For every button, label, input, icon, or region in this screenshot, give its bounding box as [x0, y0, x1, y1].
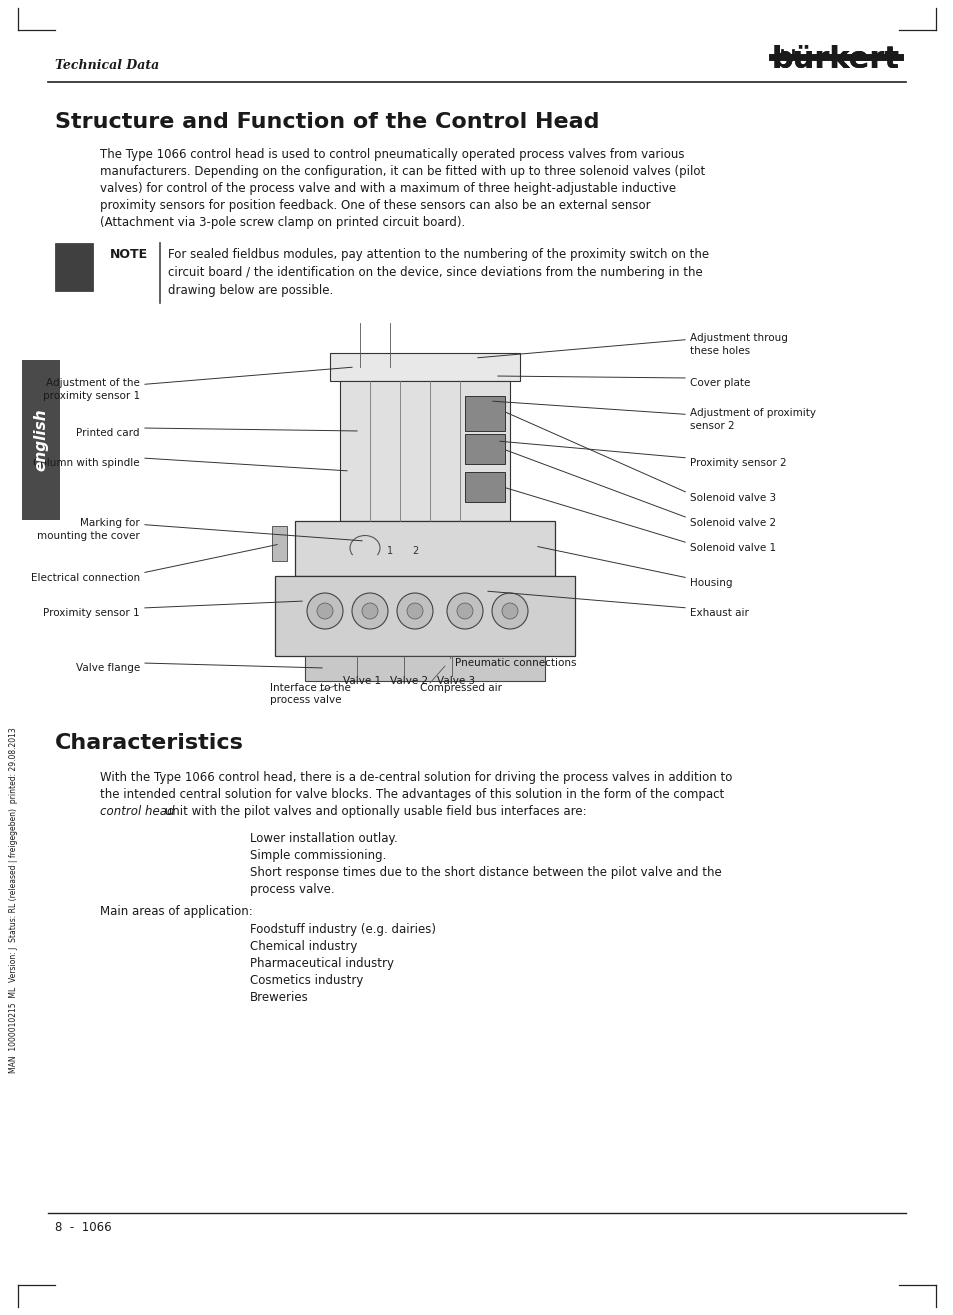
- Bar: [464, 396, 504, 431]
- Text: Printed card: Printed card: [76, 427, 140, 438]
- Text: Proximity sensor 2: Proximity sensor 2: [689, 458, 786, 468]
- Text: control head: control head: [100, 805, 174, 818]
- Text: Pneumatic connections: Pneumatic connections: [455, 658, 576, 668]
- Text: Proximity sensor 1: Proximity sensor 1: [43, 608, 140, 618]
- Circle shape: [492, 593, 527, 629]
- Text: For sealed fieldbus modules, pay attention to the numbering of the proximity swi: For sealed fieldbus modules, pay attenti…: [168, 249, 708, 260]
- Text: The Type 1066 control head is used to control pneumatically operated process val: The Type 1066 control head is used to co…: [100, 149, 684, 160]
- Text: 8  -  1066: 8 - 1066: [55, 1222, 112, 1233]
- Text: Breweries: Breweries: [250, 992, 309, 1003]
- Text: Short response times due to the short distance between the pilot valve and the: Short response times due to the short di…: [250, 867, 721, 878]
- Text: Interface to the
process valve: Interface to the process valve: [270, 682, 351, 705]
- Bar: [272, 526, 287, 562]
- Text: Technical Data: Technical Data: [55, 59, 159, 72]
- Text: Electrical connection: Electrical connection: [30, 573, 140, 583]
- Text: Structure and Function of the Control Head: Structure and Function of the Control He…: [55, 112, 598, 132]
- Text: Solenoid valve 1: Solenoid valve 1: [689, 543, 776, 554]
- Text: Cosmetics industry: Cosmetics industry: [250, 974, 363, 988]
- Text: circuit board / the identification on the device, since deviations from the numb: circuit board / the identification on th…: [168, 266, 702, 279]
- Text: unit with the pilot valves and optionally usable field bus interfaces are:: unit with the pilot valves and optionall…: [161, 805, 586, 818]
- Circle shape: [501, 604, 517, 619]
- Text: NOTE: NOTE: [110, 249, 148, 260]
- Text: sensor 2: sensor 2: [689, 421, 734, 431]
- Text: Adjustment of the: Adjustment of the: [46, 377, 140, 388]
- Text: process valve.: process valve.: [250, 882, 335, 896]
- Text: Valve 2: Valve 2: [390, 676, 428, 686]
- Bar: [305, 656, 544, 681]
- Bar: [330, 352, 519, 381]
- Text: proximity sensor 1: proximity sensor 1: [43, 391, 140, 401]
- Text: these holes: these holes: [689, 346, 749, 356]
- Text: 1: 1: [387, 546, 393, 556]
- Text: Column with spindle: Column with spindle: [33, 458, 140, 468]
- Text: Foodstuff industry (e.g. dairies): Foodstuff industry (e.g. dairies): [250, 923, 436, 936]
- Text: Solenoid valve 2: Solenoid valve 2: [689, 518, 776, 529]
- Text: Solenoid valve 3: Solenoid valve 3: [689, 493, 776, 504]
- Text: mounting the cover: mounting the cover: [37, 531, 140, 540]
- Text: drawing below are possible.: drawing below are possible.: [168, 284, 333, 297]
- Circle shape: [352, 593, 388, 629]
- Bar: [55, 243, 92, 291]
- Text: Valve 1: Valve 1: [343, 676, 381, 686]
- Text: (Attachment via 3-pole screw clamp on printed circuit board).: (Attachment via 3-pole screw clamp on pr…: [100, 216, 465, 229]
- Text: valves) for control of the process valve and with a maximum of three height-adju: valves) for control of the process valve…: [100, 181, 676, 195]
- Text: Simple commissioning.: Simple commissioning.: [250, 849, 386, 863]
- Text: Compressed air: Compressed air: [419, 682, 501, 693]
- Text: Valve 3: Valve 3: [436, 676, 475, 686]
- Text: Chemical industry: Chemical industry: [250, 940, 357, 953]
- Text: manufacturers. Depending on the configuration, it can be fitted with up to three: manufacturers. Depending on the configur…: [100, 164, 704, 178]
- Text: With the Type 1066 control head, there is a de-central solution for driving the : With the Type 1066 control head, there i…: [100, 771, 732, 784]
- Text: 2: 2: [412, 546, 417, 556]
- Text: Housing: Housing: [689, 579, 732, 588]
- Text: Adjustment of proximity: Adjustment of proximity: [689, 408, 815, 418]
- Text: proximity sensors for position feedback. One of these sensors can also be an ext: proximity sensors for position feedback.…: [100, 199, 650, 212]
- Circle shape: [456, 604, 473, 619]
- Text: Marking for: Marking for: [80, 518, 140, 529]
- Bar: [464, 434, 504, 464]
- Circle shape: [396, 593, 433, 629]
- Bar: [464, 472, 504, 502]
- Text: Lower installation outlay.: Lower installation outlay.: [250, 832, 397, 846]
- Text: Characteristics: Characteristics: [55, 732, 244, 753]
- Circle shape: [316, 604, 333, 619]
- Circle shape: [407, 604, 422, 619]
- Circle shape: [447, 593, 482, 629]
- Text: Valve flange: Valve flange: [75, 663, 140, 673]
- Text: the intended central solution for valve blocks. The advantages of this solution : the intended central solution for valve …: [100, 788, 723, 801]
- Text: Exhaust air: Exhaust air: [689, 608, 748, 618]
- Text: Adjustment throug: Adjustment throug: [689, 333, 787, 343]
- Text: english: english: [33, 409, 49, 471]
- Circle shape: [307, 593, 343, 629]
- Text: burkert: burkert: [771, 45, 899, 74]
- Bar: [339, 381, 510, 521]
- Text: Cover plate: Cover plate: [689, 377, 750, 388]
- Text: MAN  1000010215  ML  Version: J  Status: RL (released | freigegeben)  printed: 2: MAN 1000010215 ML Version: J Status: RL …: [10, 727, 18, 1073]
- Bar: [22, 360, 60, 519]
- Bar: [274, 576, 575, 656]
- Circle shape: [361, 604, 377, 619]
- Bar: [294, 521, 555, 576]
- Text: Main areas of application:: Main areas of application:: [100, 905, 253, 918]
- Text: Pharmaceutical industry: Pharmaceutical industry: [250, 957, 394, 970]
- Text: bürkert: bürkert: [771, 45, 899, 74]
